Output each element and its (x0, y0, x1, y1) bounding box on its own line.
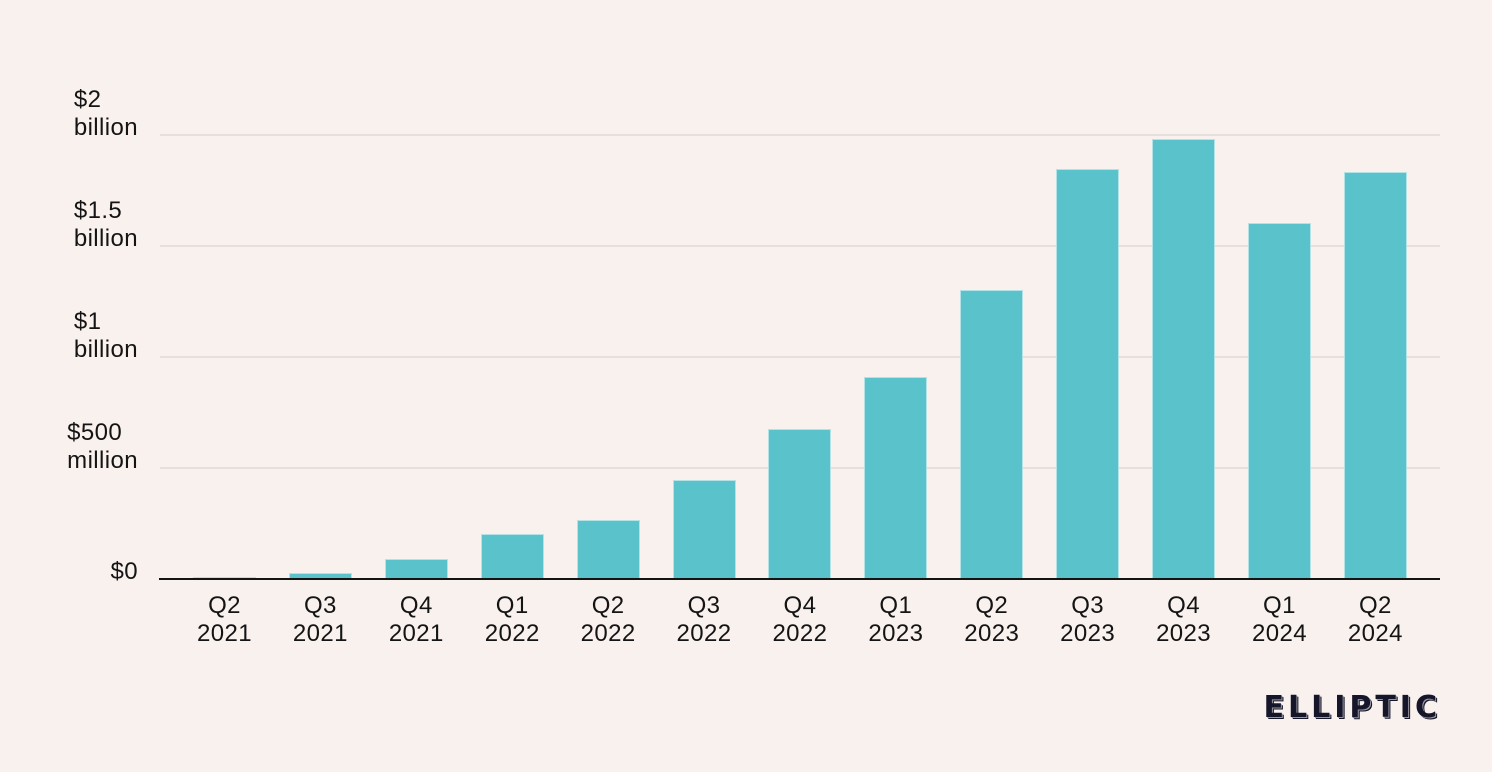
bar-q4-2022 (768, 429, 832, 579)
y-axis: $2 billion $1.5 billion $1 billion $500 million… (0, 86, 138, 585)
x-tick-label: Q2 2024 (1347, 592, 1403, 647)
bar-q1-2024 (1247, 222, 1311, 579)
bar-q4-2021 (384, 559, 448, 579)
plot-area (159, 134, 1440, 580)
x-tick-label: Q3 2022 (676, 592, 732, 647)
x-tick-label: Q3 2021 (292, 592, 348, 647)
x-tick-label: Q4 2023 (1156, 592, 1212, 647)
y-tick-label: $1 billion (73, 308, 138, 363)
gridline (160, 245, 1440, 247)
gridline (160, 356, 1440, 358)
bar-q2-2022 (576, 520, 640, 579)
x-tick-label: Q2 2021 (197, 592, 252, 647)
x-tick-label: Q4 2021 (388, 592, 444, 647)
bars-container (160, 135, 1440, 579)
y-tick-label: $1.5 billion (73, 197, 138, 252)
gridline (160, 134, 1440, 136)
x-tick-label: Q1 2022 (484, 592, 540, 647)
elliptic-logo: ELLIPTIC (1263, 690, 1441, 725)
x-axis: Q2 2021 Q3 2021 Q4 2021 Q1 2022 Q2 2022 Q3 2022 Q4 20… (160, 592, 1440, 648)
y-tick-label: $0 (110, 558, 138, 585)
x-tick-label: Q2 2022 (580, 592, 636, 647)
bar-q1-2023 (864, 376, 928, 579)
x-tick-label: Q1 2023 (868, 592, 924, 647)
x-tick-label: Q1 2024 (1251, 592, 1307, 647)
x-tick-label: Q4 2022 (772, 592, 828, 647)
bar-q1-2022 (480, 533, 544, 579)
x-tick-label: Q3 2023 (1060, 592, 1116, 647)
y-tick-label: $2 billion (73, 86, 138, 141)
bar-q3-2023 (1056, 169, 1120, 579)
x-axis-line (159, 577, 1440, 580)
bar-q2-2023 (960, 290, 1024, 579)
y-tick-label: $500 million (67, 419, 138, 474)
bar-q4-2023 (1152, 139, 1216, 579)
bar-q3-2021 (288, 573, 352, 579)
bar-q2-2024 (1343, 171, 1407, 579)
x-tick-label: Q2 2023 (964, 592, 1020, 647)
bar-q3-2022 (672, 480, 736, 579)
